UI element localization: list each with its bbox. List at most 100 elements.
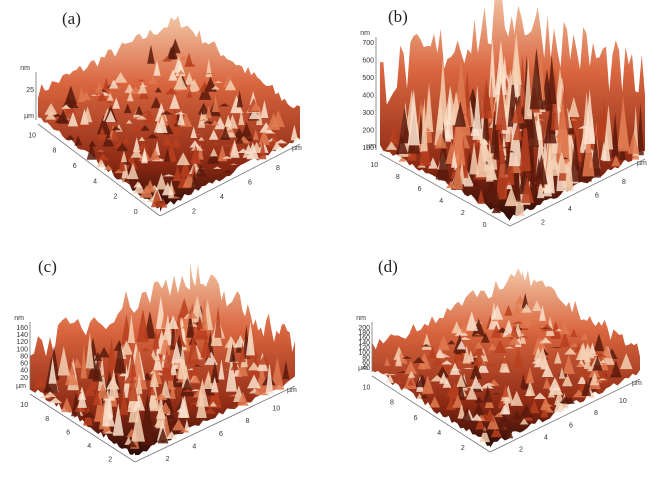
surface-peak xyxy=(131,406,145,442)
surface-peak xyxy=(133,181,143,188)
surface-peak xyxy=(380,373,393,376)
z-tick-label: 140 xyxy=(358,340,370,347)
surface-peak xyxy=(130,147,143,158)
surface-peak xyxy=(420,393,429,399)
surface-peak xyxy=(209,147,218,157)
surface-peak xyxy=(236,90,243,108)
y-unit: µm xyxy=(366,143,376,150)
axis-line xyxy=(37,123,161,217)
surface-peak xyxy=(218,103,230,107)
surface-peak xyxy=(120,340,134,355)
surface-peak xyxy=(412,356,425,364)
surface-peak xyxy=(407,88,420,146)
surface-peak xyxy=(462,367,475,369)
surface-peak xyxy=(197,102,210,115)
surface-peak xyxy=(457,380,466,400)
surface-peak xyxy=(138,142,149,151)
surface-peak xyxy=(84,383,96,396)
surface-peak xyxy=(519,418,529,425)
surface-peak xyxy=(474,396,485,404)
surface-peak xyxy=(582,129,595,177)
surface-peak xyxy=(627,131,640,154)
surface-peak xyxy=(497,394,505,409)
axis-line xyxy=(489,378,641,453)
surface-peak xyxy=(140,124,150,131)
surface-peak xyxy=(144,179,156,193)
surface-peak xyxy=(248,108,260,120)
z-tick-label: 80 xyxy=(362,355,370,362)
z-tick-label: 25 xyxy=(26,87,34,94)
surface-peak xyxy=(72,357,82,368)
surface-peak xyxy=(65,134,75,140)
surface-peak xyxy=(64,366,79,386)
surface-peak xyxy=(176,152,191,166)
surface-peak xyxy=(141,347,150,352)
surface-peak xyxy=(420,344,432,347)
surface-peak xyxy=(501,382,509,398)
surface-peak xyxy=(186,87,193,98)
surface-peak xyxy=(34,370,46,388)
surface-peak xyxy=(487,343,498,351)
surface-peak xyxy=(407,378,415,386)
x-unit: µm xyxy=(637,160,647,167)
surface-peak xyxy=(252,129,259,140)
surface-peak xyxy=(210,120,219,126)
surface-peak xyxy=(80,343,87,379)
surface-peak xyxy=(45,111,57,120)
surface-peak xyxy=(401,356,413,359)
surface-peak xyxy=(224,336,238,348)
surface-peak xyxy=(152,327,160,349)
surface-peak xyxy=(504,333,514,338)
surface-peak xyxy=(209,401,218,407)
surface-peak xyxy=(258,140,267,160)
surface-peak xyxy=(535,153,548,185)
surface-peak xyxy=(434,132,447,149)
surface-peak xyxy=(237,391,249,406)
surface-peak xyxy=(498,357,511,364)
surface-peak xyxy=(399,106,411,144)
surface-peak xyxy=(499,355,510,373)
surface-peak xyxy=(172,418,186,431)
surface-peak xyxy=(554,351,562,364)
surface-peak xyxy=(523,317,533,325)
surface-peak xyxy=(203,371,214,390)
surface-peak xyxy=(137,81,148,94)
surface-peak xyxy=(162,174,176,177)
y-tick-label: 10 xyxy=(363,384,371,391)
surface-peak xyxy=(471,413,483,421)
surface-peak xyxy=(133,182,146,194)
surface-peak xyxy=(150,189,164,208)
surface-peak xyxy=(224,79,237,91)
surface-peak xyxy=(529,399,540,414)
surface-peak xyxy=(492,187,501,206)
surface-peak xyxy=(456,374,466,387)
surface-peak xyxy=(82,106,93,123)
surface-peak xyxy=(160,378,171,399)
surface-peak xyxy=(195,378,209,407)
surface-peak xyxy=(465,311,478,331)
surface-peak xyxy=(191,170,198,190)
surface-peak xyxy=(282,360,290,380)
surface-peak xyxy=(599,359,607,363)
surface-peak xyxy=(234,334,247,348)
surface-peak xyxy=(504,187,519,207)
surface-peak xyxy=(205,57,213,78)
surface-peak xyxy=(479,414,490,418)
surface-peak xyxy=(543,108,557,144)
surface-peak xyxy=(190,373,201,384)
surface-peak xyxy=(210,360,220,383)
surface-peak xyxy=(531,300,542,311)
y-tick-label: 10 xyxy=(370,162,378,169)
surface-peak xyxy=(186,309,195,338)
z-tick-label: 160 xyxy=(358,335,370,342)
surface-peak xyxy=(217,144,227,162)
surface-peak xyxy=(112,402,124,436)
surface-peak xyxy=(230,95,243,114)
surface-peak xyxy=(229,343,236,362)
surface-peak xyxy=(562,374,573,387)
surface-peak xyxy=(385,141,398,150)
surface-peak xyxy=(77,389,87,408)
surface-peak xyxy=(583,352,591,369)
x-tick-label: 6 xyxy=(248,180,252,187)
